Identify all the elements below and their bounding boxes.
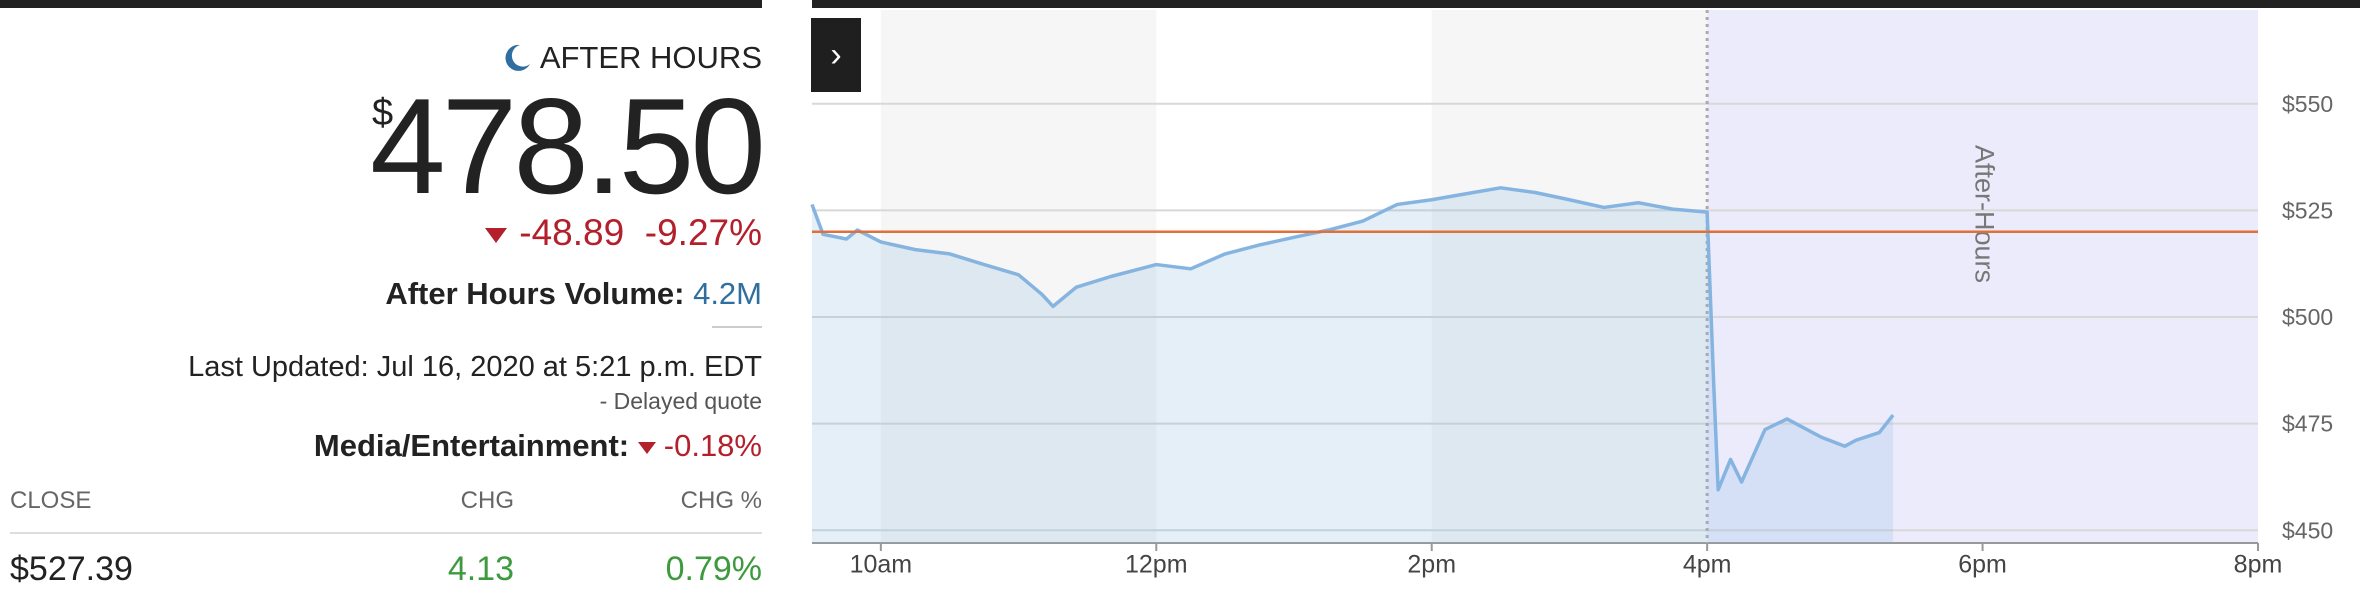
moon-icon xyxy=(505,44,530,71)
y-tick-label: $525 xyxy=(2282,197,2333,223)
top-bar xyxy=(812,0,2360,8)
sector-change: -0.18% xyxy=(663,428,762,463)
x-tick-label: 8pm xyxy=(2234,551,2283,579)
down-arrow xyxy=(637,441,656,454)
table-header: CLOSE xyxy=(10,487,92,514)
sector-label: Media/Entertainment: xyxy=(313,428,630,463)
delayed-note: - Delayed quote xyxy=(599,388,762,414)
table-cell: $527.39 xyxy=(10,550,133,588)
sector-row: Media/Entertainment: -0.18% xyxy=(314,428,762,464)
down-arrow xyxy=(485,227,508,243)
table-cell: 0.79% xyxy=(665,550,762,588)
y-tick-label: $450 xyxy=(2282,517,2333,543)
table-cell: 4.13 xyxy=(447,550,514,588)
band xyxy=(1431,10,1708,543)
volume: 4.2M xyxy=(693,276,762,311)
area xyxy=(812,187,1894,543)
volume-label: After Hours Volume: xyxy=(385,276,685,311)
price: 478.50 xyxy=(370,70,766,222)
x-tick-label: 6pm xyxy=(1958,551,2007,579)
price-change: -48.89 -9.27% xyxy=(485,212,762,254)
table-header: CHG % xyxy=(680,487,762,514)
top-bar xyxy=(0,0,762,8)
change-percent: -9.27% xyxy=(644,212,762,253)
volume-row: After Hours Volume: 4.2M xyxy=(385,276,762,312)
last-updated: Last Updated: Jul 16, 2020 at 5:21 p.m. … xyxy=(188,351,762,383)
price-line xyxy=(810,186,1895,492)
session-text: AFTER HOURS xyxy=(539,40,762,75)
expand-button[interactable]: › xyxy=(811,18,861,92)
x-tick-label: 12pm xyxy=(1125,551,1188,579)
y-tick-label: $550 xyxy=(2282,91,2333,117)
after-hours-band xyxy=(1707,10,2258,543)
x-tick-label: 2pm xyxy=(1407,551,1456,579)
annotation: After-Hours xyxy=(1969,145,1999,283)
y-tick-label: $500 xyxy=(2282,304,2333,330)
table-header: CHG xyxy=(460,487,514,514)
x-tick-label: 10am xyxy=(850,551,913,579)
divider xyxy=(712,326,762,328)
y-tick-label: $475 xyxy=(2282,411,2333,437)
table-divider xyxy=(10,532,762,534)
currency-symbol: $ xyxy=(372,92,394,134)
session-label: AFTER HOURS xyxy=(502,40,762,76)
x-tick-label: 4pm xyxy=(1683,551,1732,579)
change: -48.89 xyxy=(519,212,625,253)
